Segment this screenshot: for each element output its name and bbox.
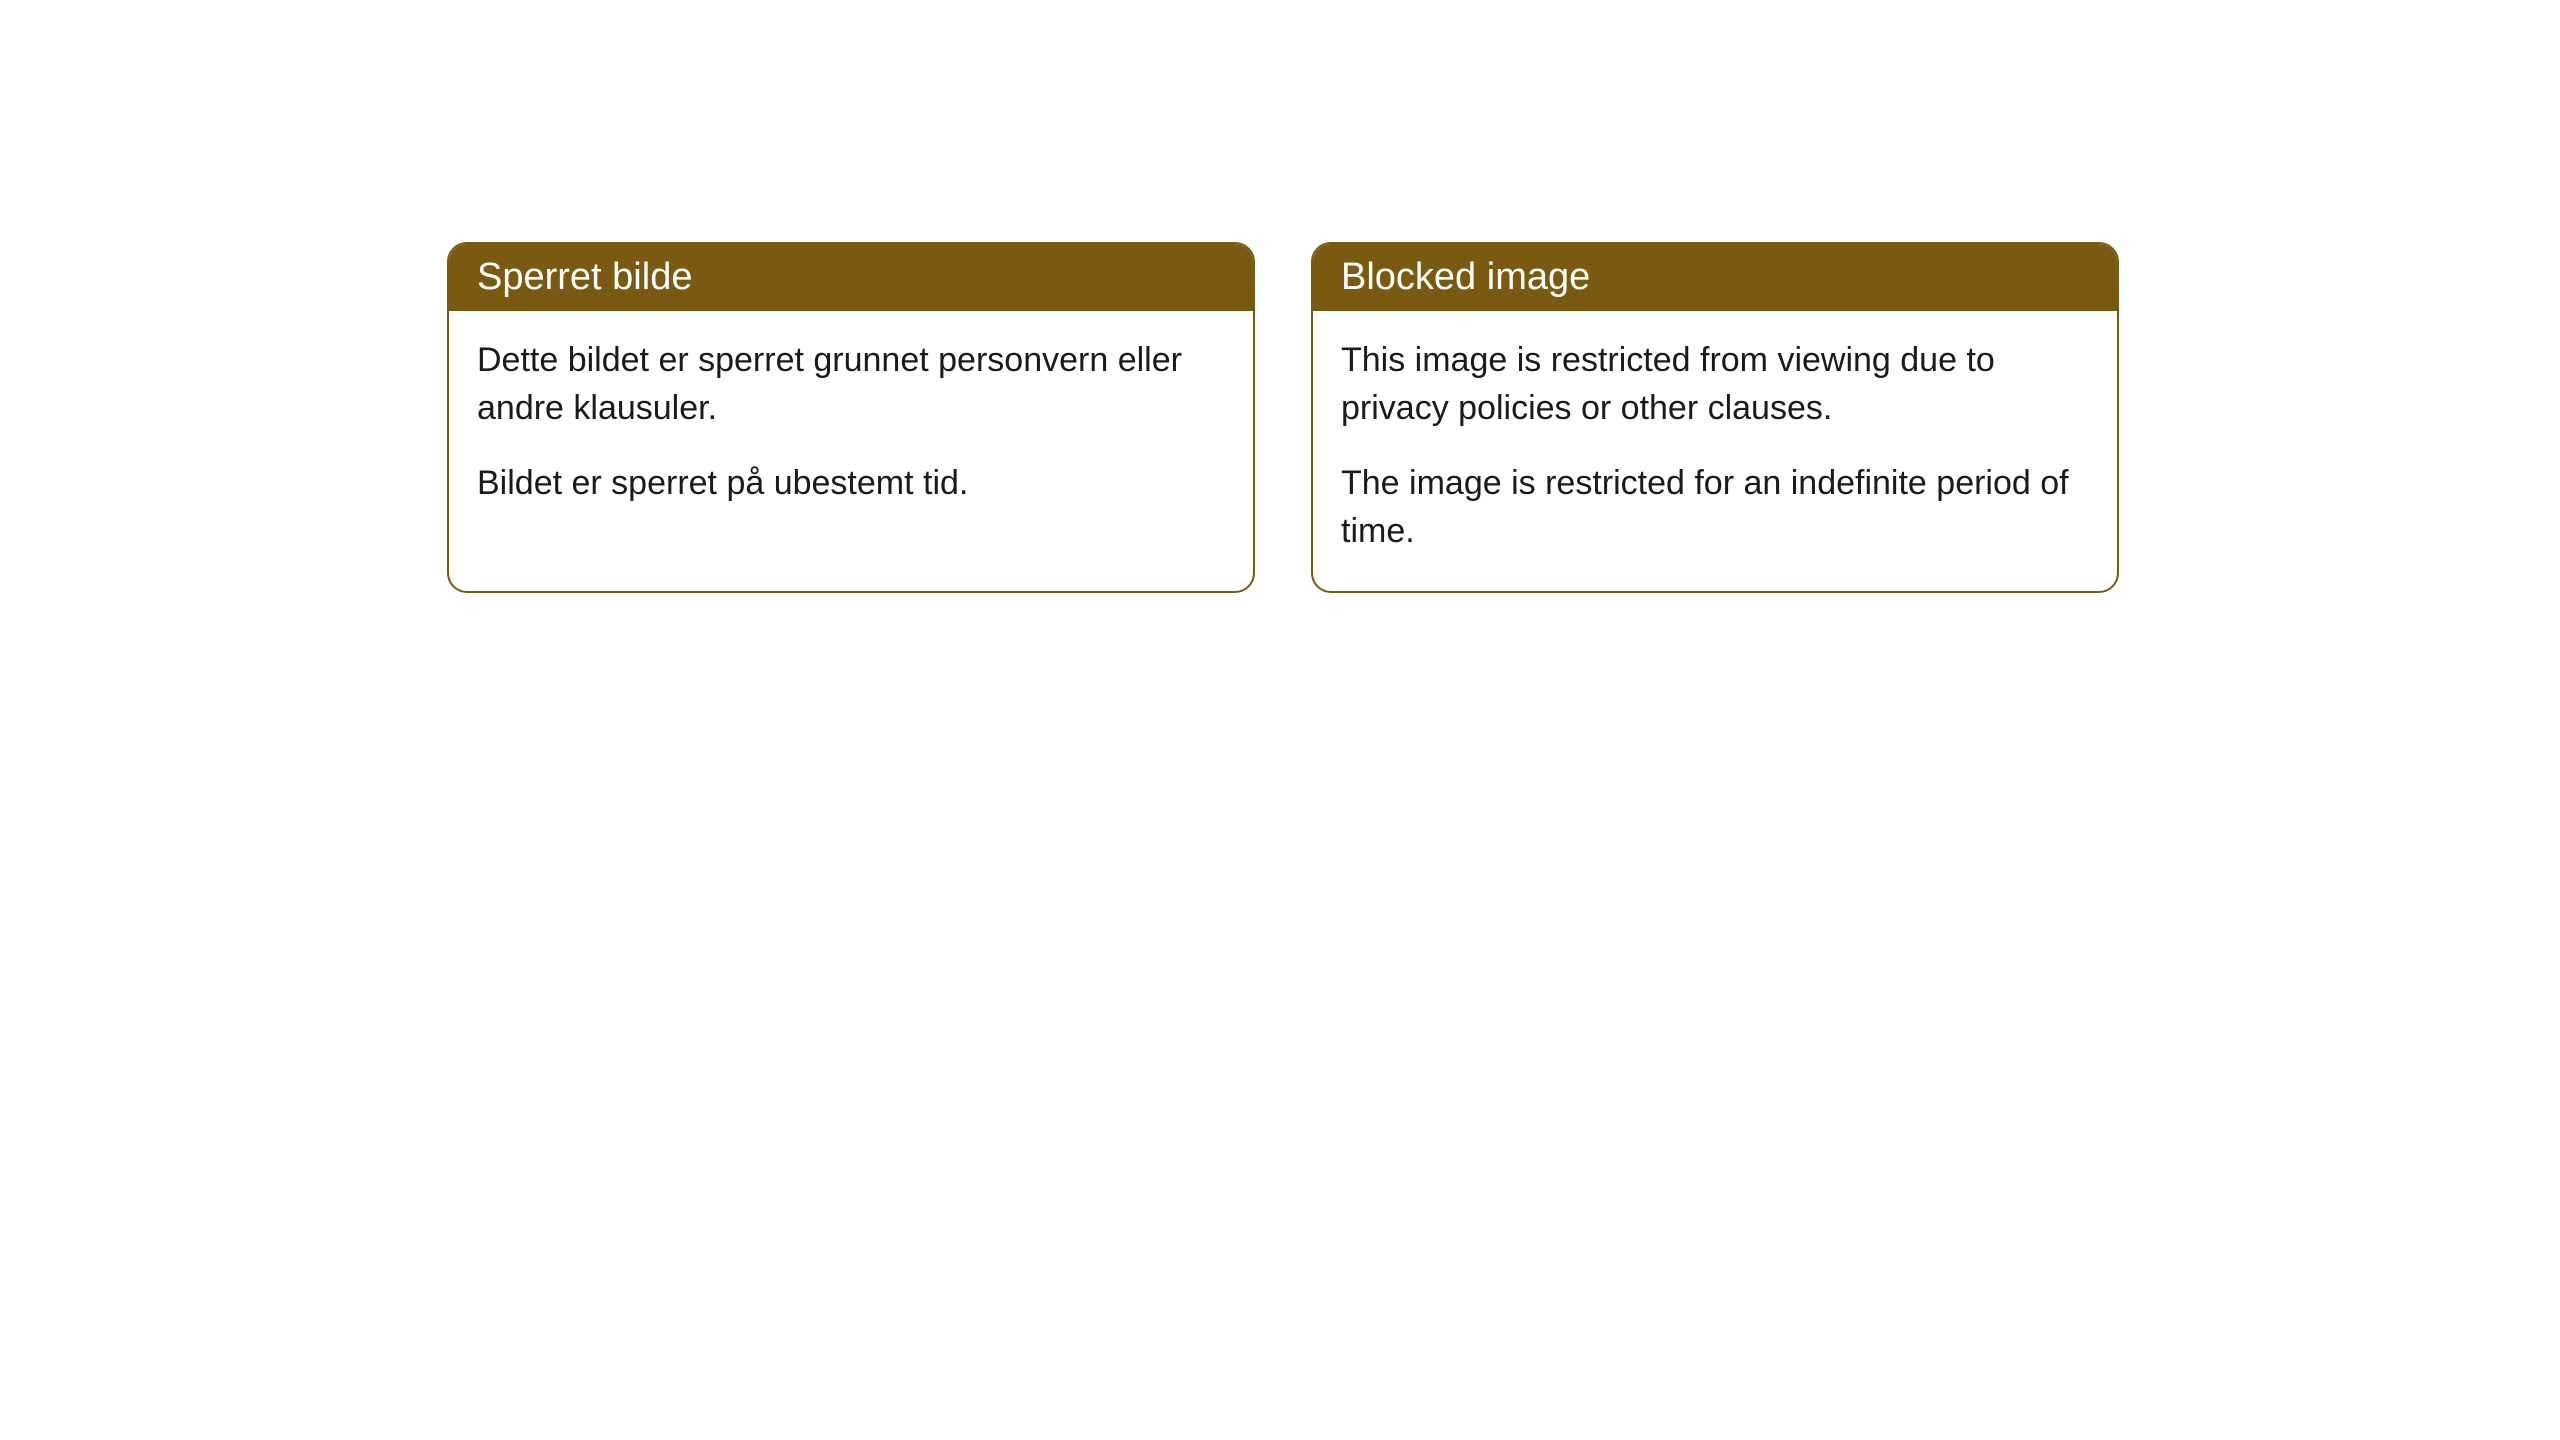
card-body: Dette bildet er sperret grunnet personve… [449,311,1253,544]
notice-card-english: Blocked image This image is restricted f… [1311,242,2119,593]
card-header: Blocked image [1313,244,2117,311]
card-body: This image is restricted from viewing du… [1313,311,2117,591]
card-title: Blocked image [1341,256,1590,298]
notice-cards-container: Sperret bilde Dette bildet er sperret gr… [447,242,2119,593]
notice-paragraph-1: Dette bildet er sperret grunnet personve… [477,337,1225,432]
notice-paragraph-2: The image is restricted for an indefinit… [1341,460,2089,555]
notice-card-norwegian: Sperret bilde Dette bildet er sperret gr… [447,242,1255,593]
notice-paragraph-1: This image is restricted from viewing du… [1341,337,2089,432]
card-header: Sperret bilde [449,244,1253,311]
card-title: Sperret bilde [477,256,692,298]
notice-paragraph-2: Bildet er sperret på ubestemt tid. [477,460,1225,508]
